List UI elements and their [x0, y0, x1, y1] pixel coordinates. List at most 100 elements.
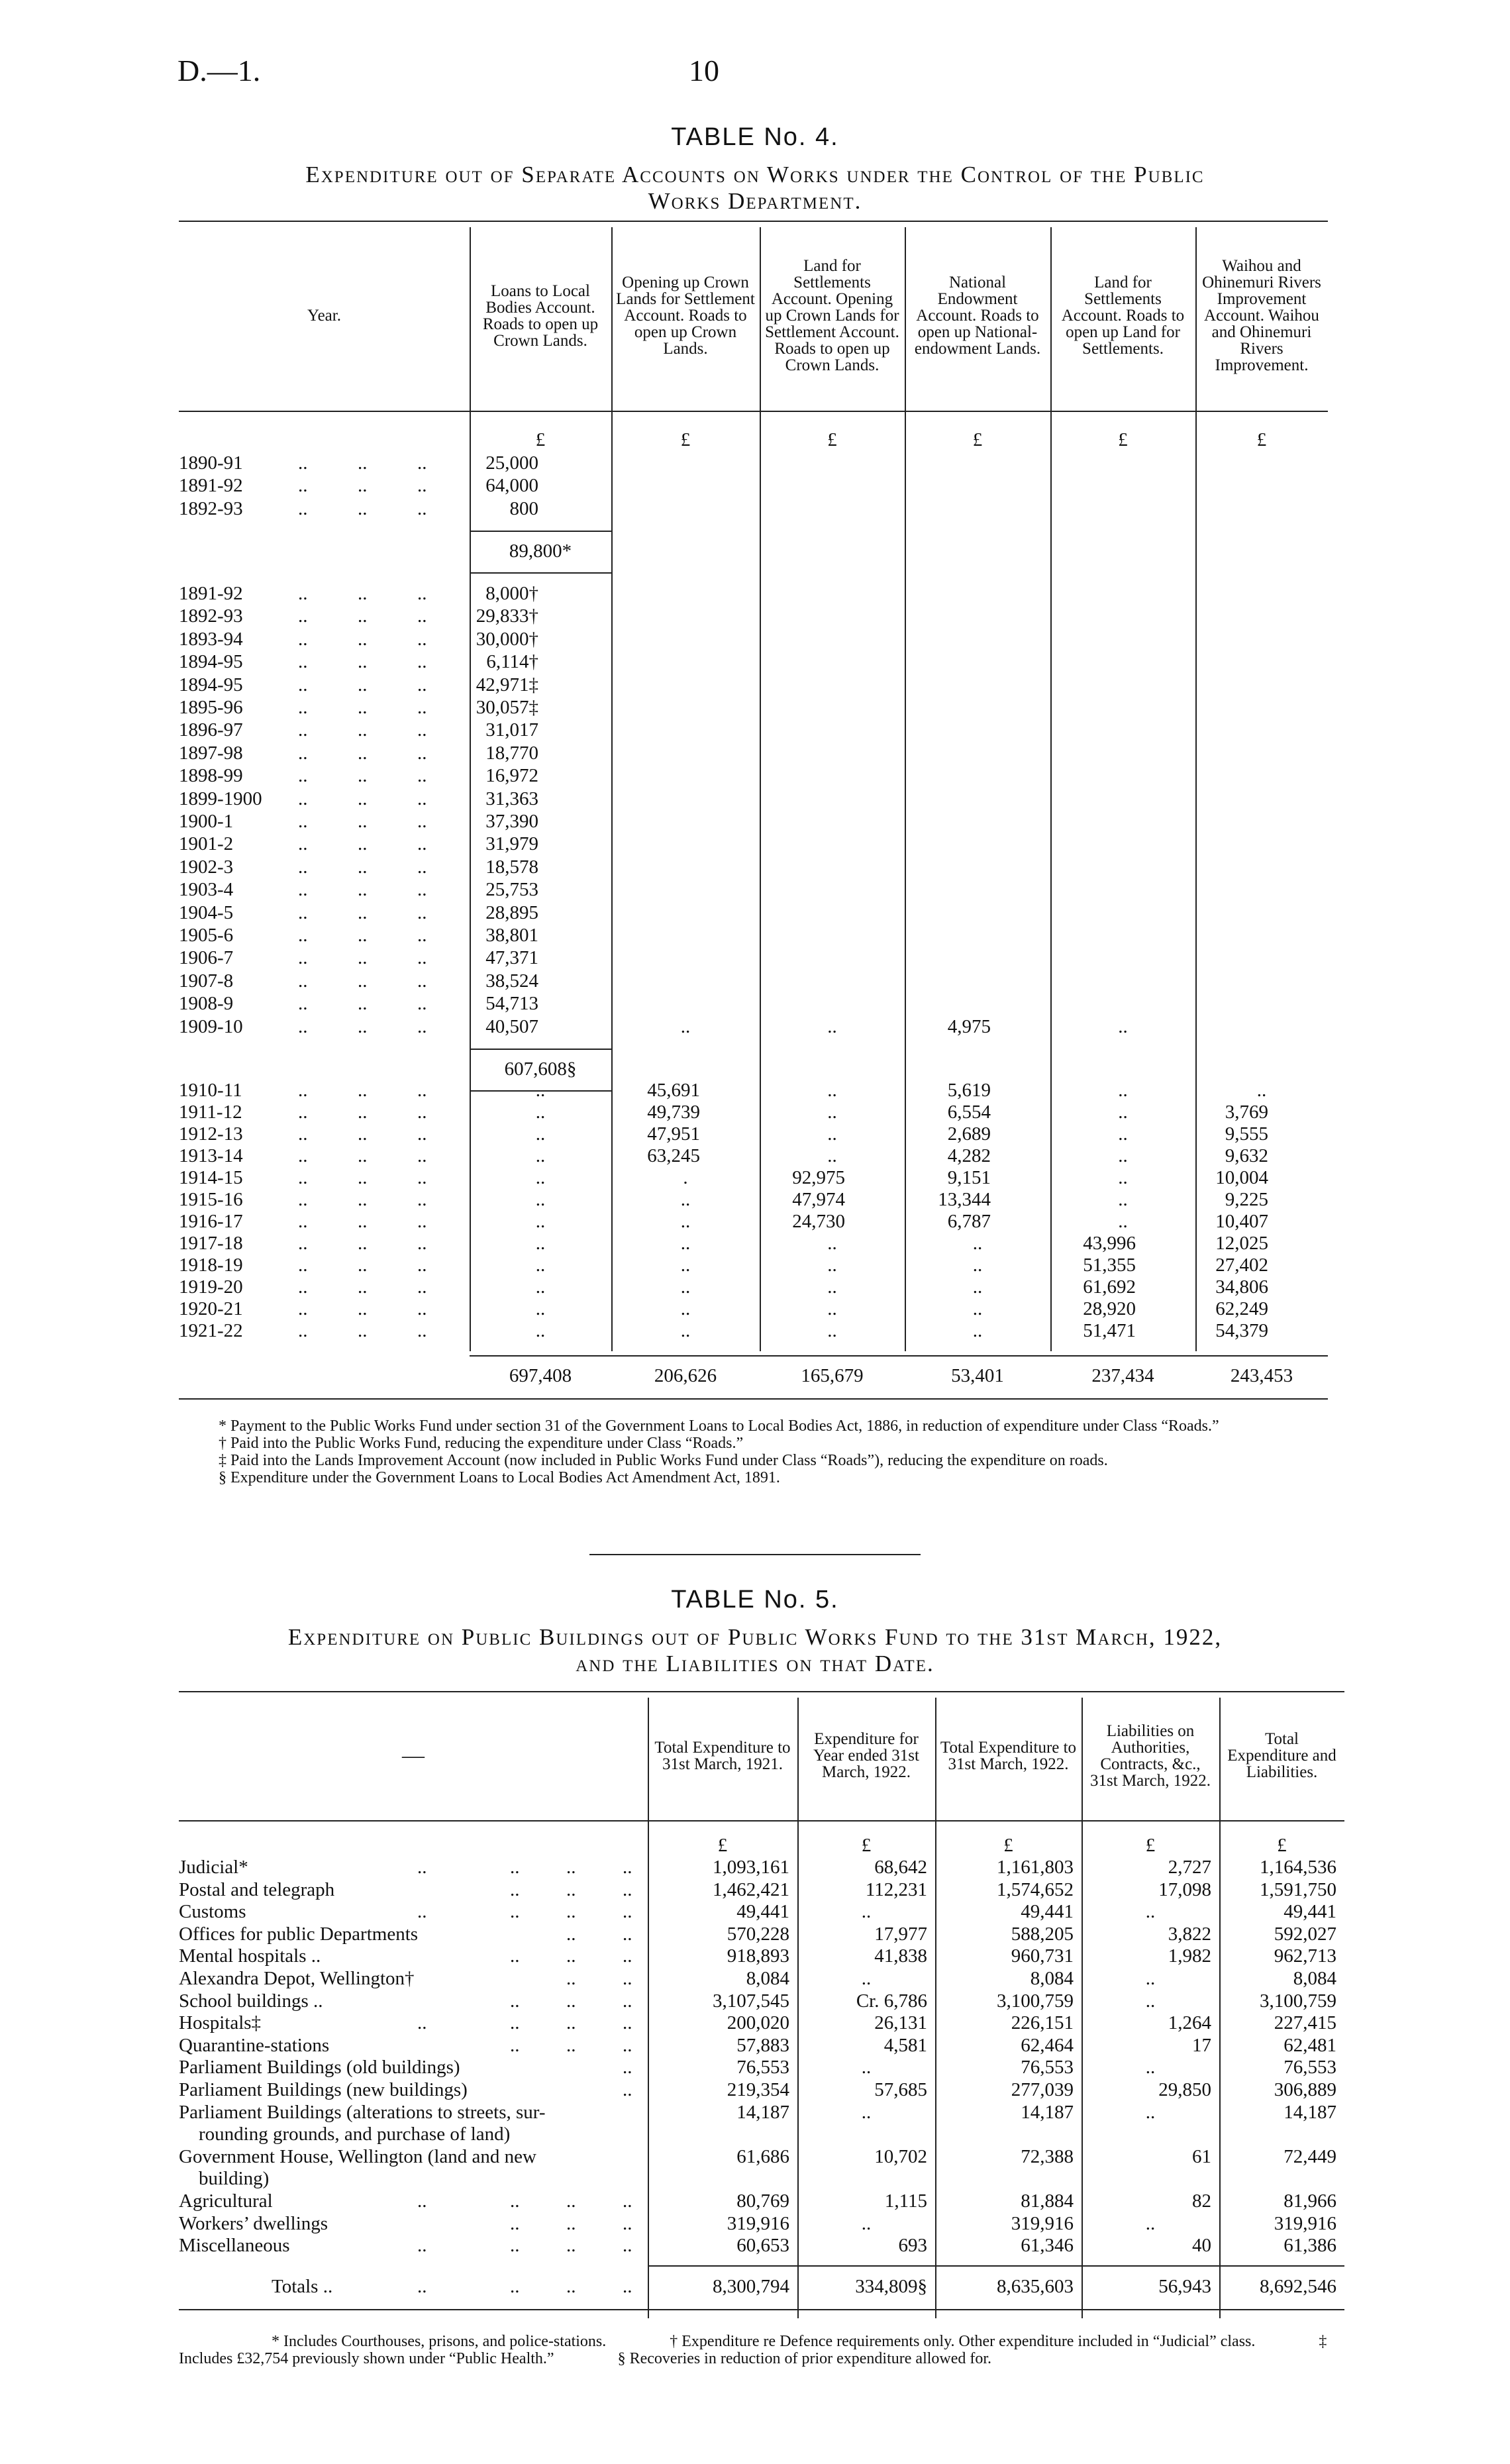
value-cell: 18,578 — [485, 856, 538, 878]
value-cell: 81,884 — [1021, 2190, 1074, 2212]
value-cell: 962,713 — [1274, 1945, 1336, 1967]
dot-leader: .. — [417, 1298, 427, 1319]
dot-leader: .. — [510, 2034, 520, 2056]
value-cell: 200,020 — [727, 2012, 789, 2034]
column-header: Year. — [307, 307, 341, 325]
year-cell: 1893-94 — [179, 628, 243, 650]
dot-leader: .. — [623, 1857, 632, 1878]
empty-marker: .. — [680, 1189, 691, 1210]
dot-leader: .. — [417, 697, 427, 718]
value-cell: 24,730 — [792, 1211, 845, 1232]
value-cell: 40,507 — [485, 1015, 538, 1037]
row-label: Miscellaneous — [179, 2235, 290, 2257]
dot-leader: .. — [358, 925, 368, 946]
empty-marker: .. — [535, 1211, 546, 1232]
empty-marker: .. — [827, 1015, 837, 1037]
value-cell: 61,692 — [1083, 1276, 1136, 1298]
dot-leader: .. — [358, 1189, 368, 1210]
subtotal-rule — [470, 531, 611, 533]
dot-leader: .. — [510, 2212, 520, 2234]
footnote: ‡ Paid into the Lands Improvement Accoun… — [219, 1452, 1108, 1469]
dot-leader: .. — [358, 993, 368, 1015]
dot-leader: .. — [298, 765, 308, 787]
row-label: Parliament Buildings (new buildings) — [179, 2079, 468, 2100]
empty-marker: .. — [861, 2057, 872, 2079]
table5-subtitle-line2: and the Liabilities on that Date. — [576, 1651, 934, 1676]
value-cell: 57,685 — [874, 2079, 927, 2100]
value-cell: 277,039 — [1011, 2079, 1074, 2100]
empty-marker: .. — [861, 2212, 872, 2234]
dot-leader: .. — [298, 856, 308, 878]
dot-leader: .. — [566, 2235, 576, 2257]
empty-marker: .. — [680, 1320, 691, 1341]
value-cell: 1,164,536 — [1260, 1857, 1336, 1878]
empty-marker: .. — [680, 1015, 691, 1037]
empty-marker: .. — [535, 1320, 546, 1341]
dot-leader: .. — [417, 1276, 427, 1298]
value-cell: 219,354 — [727, 2079, 789, 2100]
value-cell: 9,632 — [1225, 1145, 1268, 1166]
row-label: Quarantine-stations — [179, 2034, 330, 2056]
dot-leader: .. — [417, 1189, 427, 1210]
table5-title: TABLE No. 5. — [671, 1586, 839, 1614]
dot-leader: .. — [298, 1167, 308, 1188]
empty-marker: .. — [535, 1123, 546, 1145]
empty-marker: .. — [1256, 1080, 1267, 1101]
column-divider — [1082, 1698, 1083, 2318]
dot-leader: .. — [417, 1320, 427, 1341]
dot-leader: .. — [298, 925, 308, 946]
value-cell: 54,713 — [485, 993, 538, 1015]
empty-marker: .. — [972, 1298, 983, 1319]
empty-marker: .. — [535, 1080, 546, 1101]
dot-leader: .. — [358, 1015, 368, 1037]
value-cell: 1,591,750 — [1260, 1878, 1336, 1900]
dot-leader: .. — [298, 697, 308, 718]
dot-leader: .. — [623, 2190, 632, 2212]
year-cell: 1911-12 — [179, 1102, 242, 1123]
value-cell: 54,379 — [1215, 1320, 1268, 1341]
dot-leader: .. — [358, 452, 368, 474]
dot-leader: .. — [298, 452, 308, 474]
year-cell: 1900-1 — [179, 811, 234, 832]
dot-leader: .. — [358, 583, 368, 604]
dot-leader: .. — [623, 1901, 632, 1923]
column-divider — [797, 1698, 799, 2318]
dot-leader: .. — [417, 628, 427, 650]
dot-leader: .. — [623, 1968, 632, 1989]
empty-marker: .. — [972, 1276, 983, 1298]
dot-leader: .. — [566, 2212, 576, 2234]
value-cell: 29,833† — [476, 605, 538, 627]
dot-leader: .. — [358, 1211, 368, 1232]
empty-marker: .. — [535, 1102, 546, 1123]
value-cell: 28,920 — [1083, 1298, 1136, 1319]
value-cell: 31,363 — [485, 788, 538, 809]
value-cell: 112,231 — [865, 1878, 927, 1900]
value-cell: 14,187 — [736, 2101, 789, 2123]
dot-leader: .. — [417, 742, 427, 764]
year-cell: 1898-99 — [179, 765, 243, 787]
empty-marker: .. — [861, 1968, 872, 1989]
dot-leader: .. — [623, 1878, 632, 1900]
value-cell: 17 — [1192, 2034, 1211, 2056]
dot-leader: .. — [417, 1255, 427, 1276]
value-cell: 1,982 — [1168, 1945, 1211, 1967]
empty-marker: .. — [972, 1233, 983, 1254]
empty-marker: . — [683, 1167, 688, 1188]
value-cell: 49,441 — [1021, 1901, 1074, 1923]
value-cell: 3,822 — [1168, 1923, 1211, 1945]
empty-marker: .. — [680, 1233, 691, 1254]
empty-marker: .. — [827, 1145, 837, 1166]
dot-leader: .. — [358, 1167, 368, 1188]
year-cell: 1917-18 — [179, 1233, 243, 1254]
dot-leader: .. — [417, 970, 427, 992]
year-cell: 1904-5 — [179, 901, 234, 923]
dot-leader: .. — [417, 583, 427, 604]
dot-leader: .. — [510, 1857, 520, 1878]
dot-leader: .. — [417, 497, 427, 519]
value-cell: 62,481 — [1284, 2034, 1336, 2056]
value-cell: 693 — [898, 2235, 928, 2257]
dot-leader: .. — [298, 1320, 308, 1341]
currency-symbol: £ — [1256, 429, 1267, 450]
dot-leader: .. — [298, 497, 308, 519]
dot-leader: .. — [358, 1255, 368, 1276]
